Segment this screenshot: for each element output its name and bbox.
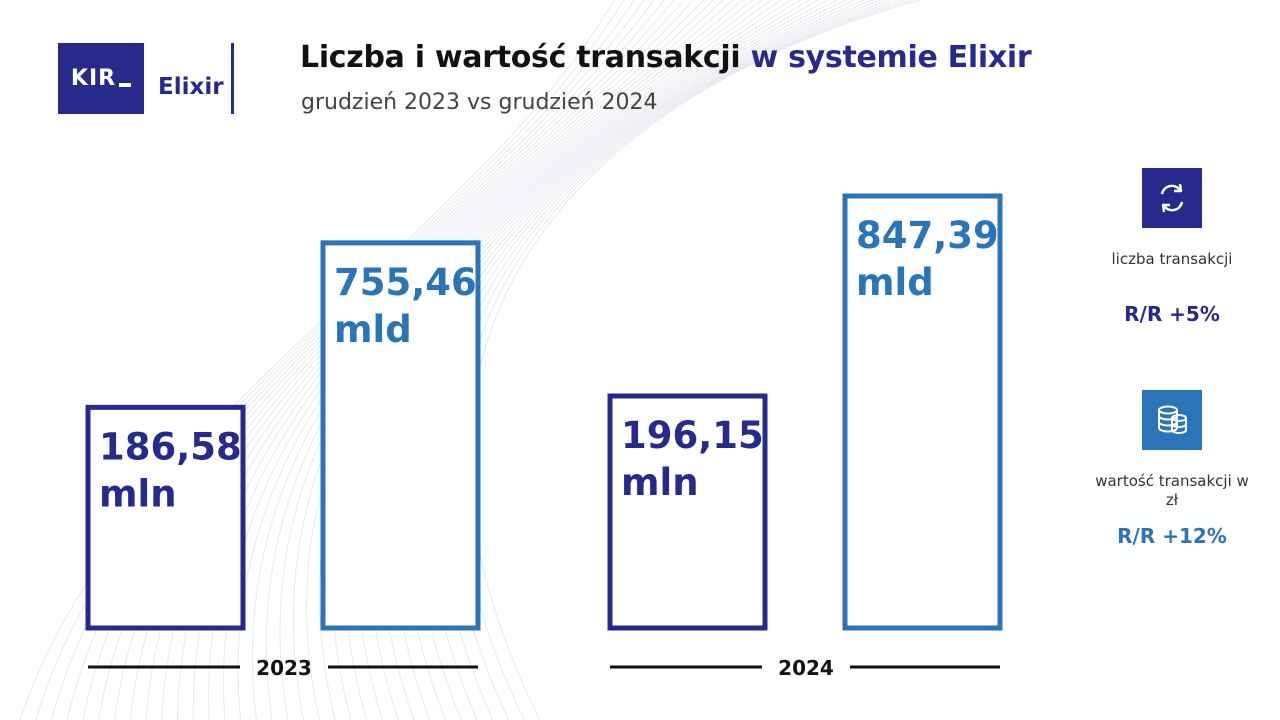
bar-unit-label: mln bbox=[99, 472, 177, 515]
bar-2024-mln bbox=[607, 393, 768, 631]
bar-unit-label: mld bbox=[856, 261, 934, 304]
kpi-value-label: wartość transakcji w zł bbox=[1095, 472, 1249, 509]
kir-logo: KIR bbox=[58, 43, 144, 114]
logo-divider bbox=[231, 43, 234, 114]
exchange-arrows-icon bbox=[1142, 168, 1202, 228]
page-subtitle: grudzień 2023 vs grudzień 2024 bbox=[301, 90, 658, 115]
bar-value-label: 196,15 bbox=[621, 414, 764, 457]
coin-stack-icon bbox=[1142, 390, 1202, 450]
bar-value-label: 186,58 bbox=[99, 425, 242, 468]
bar-2023-mld bbox=[320, 240, 481, 631]
bar-2023-mln bbox=[85, 404, 246, 631]
kpi-value-change: R/R +12% bbox=[1117, 524, 1227, 548]
title-main: Liczba i wartość transakcji bbox=[300, 40, 741, 75]
kpi-count-change: R/R +5% bbox=[1124, 302, 1220, 326]
bar-unit-label: mld bbox=[334, 308, 412, 351]
bar-value-label: 755,46 bbox=[334, 261, 477, 304]
title-accent: w systemie Elixir bbox=[750, 40, 1032, 75]
kpi-count-label: liczba transakcji bbox=[1111, 250, 1233, 268]
category-label: 2024 bbox=[778, 656, 834, 680]
category-label: 2023 bbox=[256, 656, 312, 680]
bar-unit-label: mln bbox=[621, 461, 699, 504]
bar-2024-mld bbox=[842, 193, 1003, 631]
page-title: Liczba i wartość transakcji w systemie E… bbox=[300, 40, 1032, 75]
elixir-logo-text: Elixir bbox=[158, 74, 224, 100]
bar-value-label: 847,39 bbox=[856, 214, 999, 257]
